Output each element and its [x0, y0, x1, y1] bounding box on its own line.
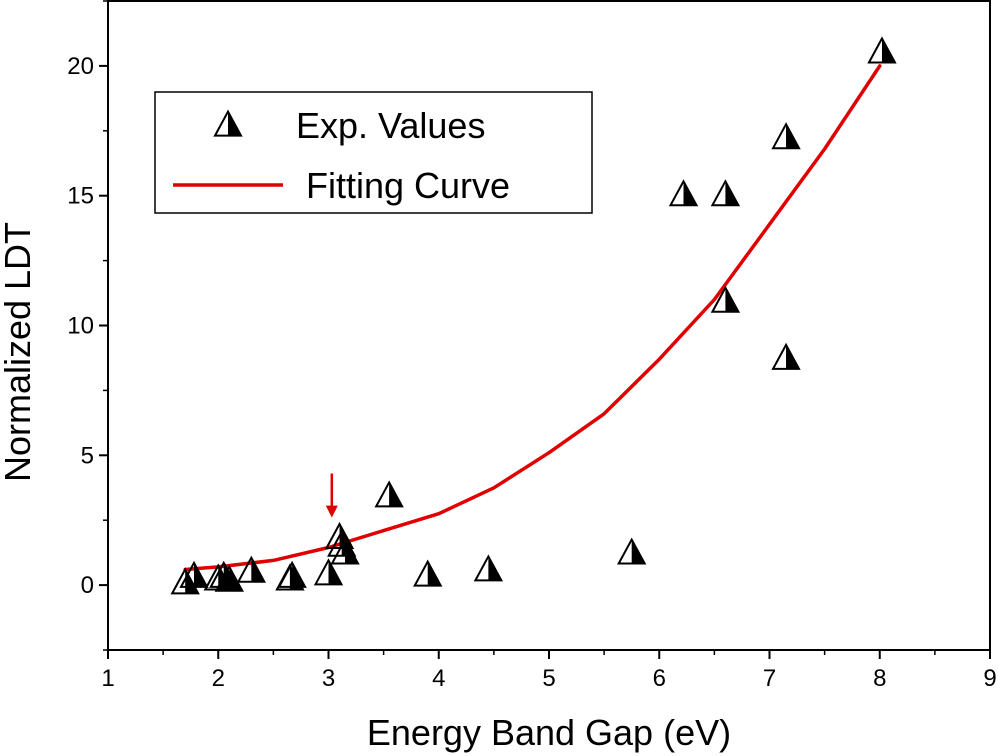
- fitting-curve-line: [183, 64, 882, 572]
- y-tick-label: 5: [81, 442, 94, 469]
- x-tick-label: 4: [432, 665, 445, 692]
- data-points-layer: [170, 36, 897, 595]
- fitting-curve-layer: [183, 64, 882, 572]
- x-tick-label: 3: [322, 665, 335, 692]
- axis-tick-labels: 1 2 3 4 5 6 7 8 9 0 5 10 15 20: [67, 53, 996, 692]
- y-tick-label: 15: [67, 183, 94, 210]
- y-tick-label: 20: [67, 53, 94, 80]
- data-point: [214, 564, 244, 592]
- legend-triangle-icon: [213, 109, 243, 137]
- axis-ticks: [99, 0, 991, 659]
- data-point: [771, 342, 801, 370]
- data-point: [710, 179, 741, 207]
- x-tick-label: 5: [542, 665, 555, 692]
- data-point: [413, 559, 443, 587]
- x-tick-label: 6: [653, 665, 666, 692]
- data-point: [330, 537, 360, 565]
- data-point: [617, 537, 647, 565]
- data-point: [710, 285, 741, 313]
- legend: Exp. Values Fitting Curve: [154, 91, 593, 214]
- data-point: [313, 558, 344, 586]
- x-axis-title: Energy Band Gap (eV): [367, 712, 731, 753]
- x-tick-label: 9: [983, 665, 996, 692]
- x-tick-label: 8: [873, 665, 886, 692]
- x-tick-label: 7: [763, 665, 776, 692]
- y-tick-label: 10: [67, 313, 94, 340]
- data-point: [374, 480, 404, 508]
- data-point: [867, 36, 897, 64]
- data-point: [277, 560, 307, 588]
- annotation-layer: [325, 473, 338, 518]
- x-tick-label: 2: [212, 665, 225, 692]
- data-point: [179, 560, 209, 588]
- data-point: [236, 555, 267, 583]
- legend-label-fitting-curve: Fitting Curve: [306, 165, 510, 206]
- legend-marker-exp-values: [213, 109, 243, 137]
- data-point: [771, 122, 801, 150]
- data-point: [473, 554, 504, 582]
- legend-label-exp-values: Exp. Values: [296, 105, 485, 146]
- data-point: [668, 179, 699, 207]
- y-axis-title: Normalized LDT: [0, 222, 38, 482]
- arrow-annotation: [325, 473, 338, 518]
- x-tick-label: 1: [101, 665, 114, 692]
- y-tick-label: 0: [81, 572, 94, 599]
